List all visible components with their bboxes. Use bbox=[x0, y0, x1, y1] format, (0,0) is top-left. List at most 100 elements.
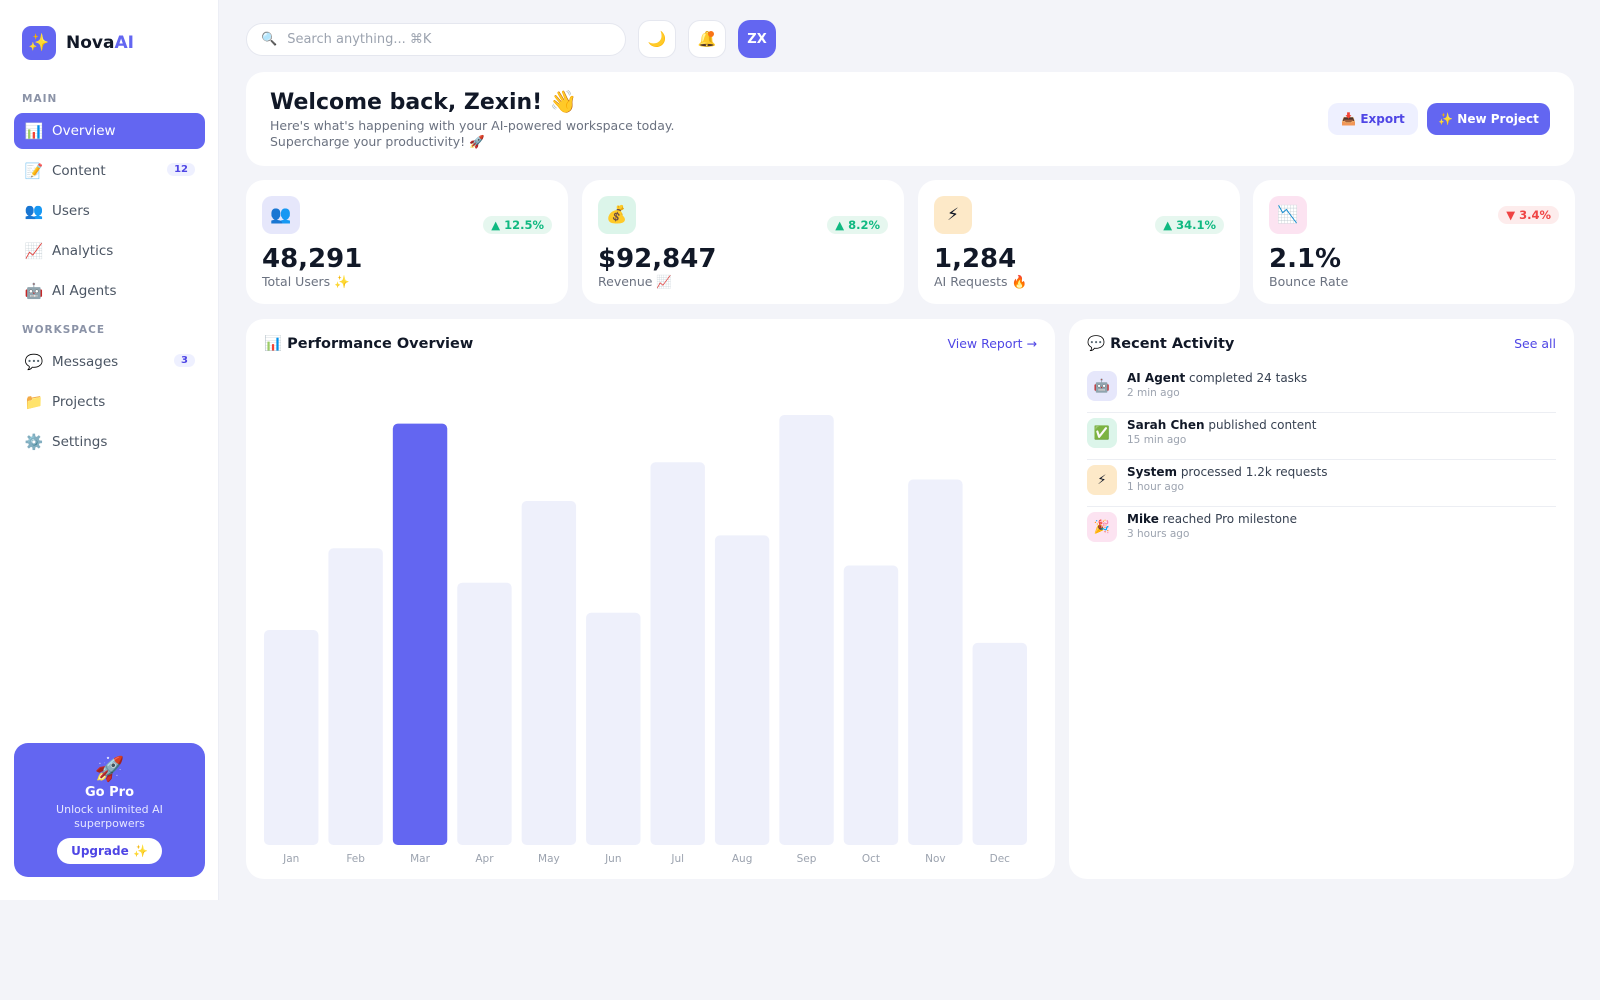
sidebar-item-label: Projects bbox=[52, 394, 106, 410]
sidebar-item-analytics[interactable]: 📈 Analytics bbox=[14, 233, 205, 269]
x-tick-label: Aug bbox=[732, 853, 753, 865]
sidebar-item-ai-agents[interactable]: 🤖 AI Agents bbox=[14, 273, 205, 309]
see-all-link[interactable]: See all bbox=[1514, 336, 1556, 351]
moon-icon: 🌙 bbox=[647, 30, 667, 48]
stat-card-bounce-rate: 📉 ▼ 3.4% 2.1% Bounce Rate bbox=[1253, 180, 1575, 304]
card-title: 💬 Recent Activity bbox=[1087, 336, 1235, 352]
bar-chart-icon: 📊 bbox=[24, 122, 44, 140]
robot-icon: 🤖 bbox=[24, 282, 44, 300]
avatar[interactable]: ZX bbox=[738, 20, 776, 58]
notifications-button[interactable]: 🔔 bbox=[688, 20, 726, 58]
sidebar-item-label: Settings bbox=[52, 434, 108, 450]
x-tick-label: Oct bbox=[862, 853, 880, 865]
recent-activity-card: 💬 Recent Activity See all 🤖 AI Agent com… bbox=[1069, 319, 1574, 879]
gear-icon: ⚙️ bbox=[24, 433, 44, 451]
stat-label: AI Requests 🔥 bbox=[934, 274, 1028, 289]
sidebar-item-label: Content bbox=[52, 163, 106, 179]
card-title: 📊 Performance Overview bbox=[264, 336, 474, 352]
bar-oct[interactable] bbox=[843, 565, 899, 846]
bar-apr[interactable] bbox=[457, 582, 512, 845]
lightning-icon: ⚡ bbox=[1087, 465, 1117, 495]
bar-aug[interactable] bbox=[714, 535, 770, 845]
theme-toggle-button[interactable]: 🌙 bbox=[638, 20, 676, 58]
x-tick-label: Nov bbox=[925, 853, 946, 865]
new-project-button[interactable]: ✨ New Project bbox=[1427, 103, 1550, 135]
brand-name-main: Nova bbox=[66, 33, 115, 53]
search-placeholder: Search anything... ⌘K bbox=[287, 32, 432, 47]
bar-sep[interactable] bbox=[779, 415, 834, 845]
stat-label: Total Users ✨ bbox=[262, 274, 350, 289]
robot-icon: 🤖 bbox=[1087, 371, 1117, 401]
brand[interactable]: ✨ NovaAI bbox=[22, 26, 134, 60]
x-tick-label: Feb bbox=[346, 853, 365, 865]
bar-feb[interactable] bbox=[328, 548, 383, 845]
activity-item[interactable]: ✅ Sarah Chen published content 15 min ag… bbox=[1087, 414, 1556, 460]
section-label-workspace: WORKSPACE bbox=[22, 324, 106, 336]
sidebar-item-settings[interactable]: ⚙️ Settings bbox=[14, 424, 205, 460]
bar-mar[interactable] bbox=[392, 423, 448, 845]
sidebar-item-projects[interactable]: 📁 Projects bbox=[14, 384, 205, 420]
upgrade-promo-card: 🚀 Go Pro Unlock unlimited AI superpowers… bbox=[14, 743, 205, 877]
sidebar-item-messages[interactable]: 💬 Messages 3 bbox=[14, 344, 205, 380]
section-label-main: MAIN bbox=[22, 93, 58, 105]
activity-action: completed 24 tasks bbox=[1185, 371, 1308, 385]
activity-item[interactable]: ⚡ System processed 1.2k requests 1 hour … bbox=[1087, 461, 1556, 507]
welcome-card: Welcome back, Zexin! 👋 Here's what's hap… bbox=[246, 72, 1574, 166]
sidebar-item-label: Overview bbox=[52, 123, 116, 139]
brand-name: NovaAI bbox=[66, 33, 134, 53]
stat-change-badge: ▼ 3.4% bbox=[1498, 206, 1559, 224]
brand-name-accent: AI bbox=[114, 33, 134, 53]
activity-time: 15 min ago bbox=[1127, 434, 1187, 446]
stat-change-badge: ▲ 8.2% bbox=[827, 216, 888, 234]
bar-may[interactable] bbox=[521, 501, 577, 845]
x-tick-label: Jul bbox=[670, 853, 684, 865]
sidebar-item-users[interactable]: 👥 Users bbox=[14, 193, 205, 229]
x-tick-label: May bbox=[538, 853, 560, 865]
sparkles-icon: ✨ bbox=[22, 26, 56, 60]
bar-jun[interactable] bbox=[586, 612, 641, 845]
sidebar-item-label: Users bbox=[52, 203, 90, 219]
bar-dec[interactable] bbox=[972, 642, 1027, 845]
activity-actor: Mike bbox=[1127, 512, 1159, 526]
search-input[interactable]: 🔍 Search anything... ⌘K bbox=[246, 23, 626, 56]
activity-text: Sarah Chen published content bbox=[1127, 418, 1316, 432]
stat-card-revenue: 💰 ▲ 8.2% $92,847 Revenue 📈 bbox=[582, 180, 904, 304]
lightning-icon: ⚡ bbox=[934, 196, 972, 234]
bar-jul[interactable] bbox=[650, 462, 705, 845]
export-button[interactable]: 📥 Export bbox=[1328, 103, 1418, 135]
welcome-subtitle: Here's what's happening with your AI-pow… bbox=[270, 118, 675, 149]
bar-nov[interactable] bbox=[908, 479, 963, 846]
search-icon: 🔍 bbox=[261, 32, 278, 47]
view-report-link[interactable]: View Report → bbox=[947, 336, 1037, 351]
activity-actor: Sarah Chen bbox=[1127, 418, 1205, 432]
performance-bar-chart: Jan Feb Mar Apr May Jun Jul Aug Sep Oct Nov Dec bbox=[264, 415, 1027, 865]
bar-jan[interactable] bbox=[264, 630, 319, 845]
activity-actor: System bbox=[1127, 465, 1177, 479]
stat-change-badge: ▲ 12.5% bbox=[483, 216, 552, 234]
party-popper-icon: 🎉 bbox=[1087, 512, 1117, 542]
activity-action: published content bbox=[1204, 418, 1317, 432]
sidebar-item-content[interactable]: 📝 Content 12 bbox=[14, 153, 205, 189]
sidebar-item-label: Messages bbox=[52, 354, 119, 370]
stat-label: Bounce Rate bbox=[1269, 274, 1349, 289]
upgrade-button[interactable]: Upgrade ✨ bbox=[57, 838, 162, 864]
x-tick-label: Sep bbox=[797, 853, 817, 865]
check-icon: ✅ bbox=[1087, 418, 1117, 448]
rocket-icon: 🚀 bbox=[94, 755, 125, 783]
stat-card-ai-requests: ⚡ ▲ 34.1% 1,284 AI Requests 🔥 bbox=[918, 180, 1240, 304]
stat-value: $92,847 bbox=[598, 244, 717, 274]
stat-change-badge: ▲ 34.1% bbox=[1155, 216, 1224, 234]
count-badge: 3 bbox=[174, 354, 195, 367]
money-bag-icon: 💰 bbox=[598, 196, 636, 234]
sidebar-item-overview[interactable]: 📊 Overview bbox=[14, 113, 205, 149]
sidebar: ✨ NovaAI MAIN 📊 Overview 📝 Content 12 👥 … bbox=[0, 0, 219, 900]
promo-description: Unlock unlimited AI superpowers bbox=[56, 803, 163, 830]
activity-actor: AI Agent bbox=[1127, 371, 1186, 385]
activity-text: AI Agent completed 24 tasks bbox=[1127, 371, 1307, 385]
activity-action: reached Pro milestone bbox=[1158, 512, 1297, 526]
activity-item[interactable]: 🎉 Mike reached Pro milestone 3 hours ago bbox=[1087, 508, 1556, 554]
page-title: Welcome back, Zexin! 👋 bbox=[270, 90, 578, 115]
speech-bubble-icon: 💬 bbox=[24, 353, 44, 371]
activity-item[interactable]: 🤖 AI Agent completed 24 tasks 2 min ago bbox=[1087, 367, 1556, 413]
stat-card-total-users: 👥 ▲ 12.5% 48,291 Total Users ✨ bbox=[246, 180, 568, 304]
